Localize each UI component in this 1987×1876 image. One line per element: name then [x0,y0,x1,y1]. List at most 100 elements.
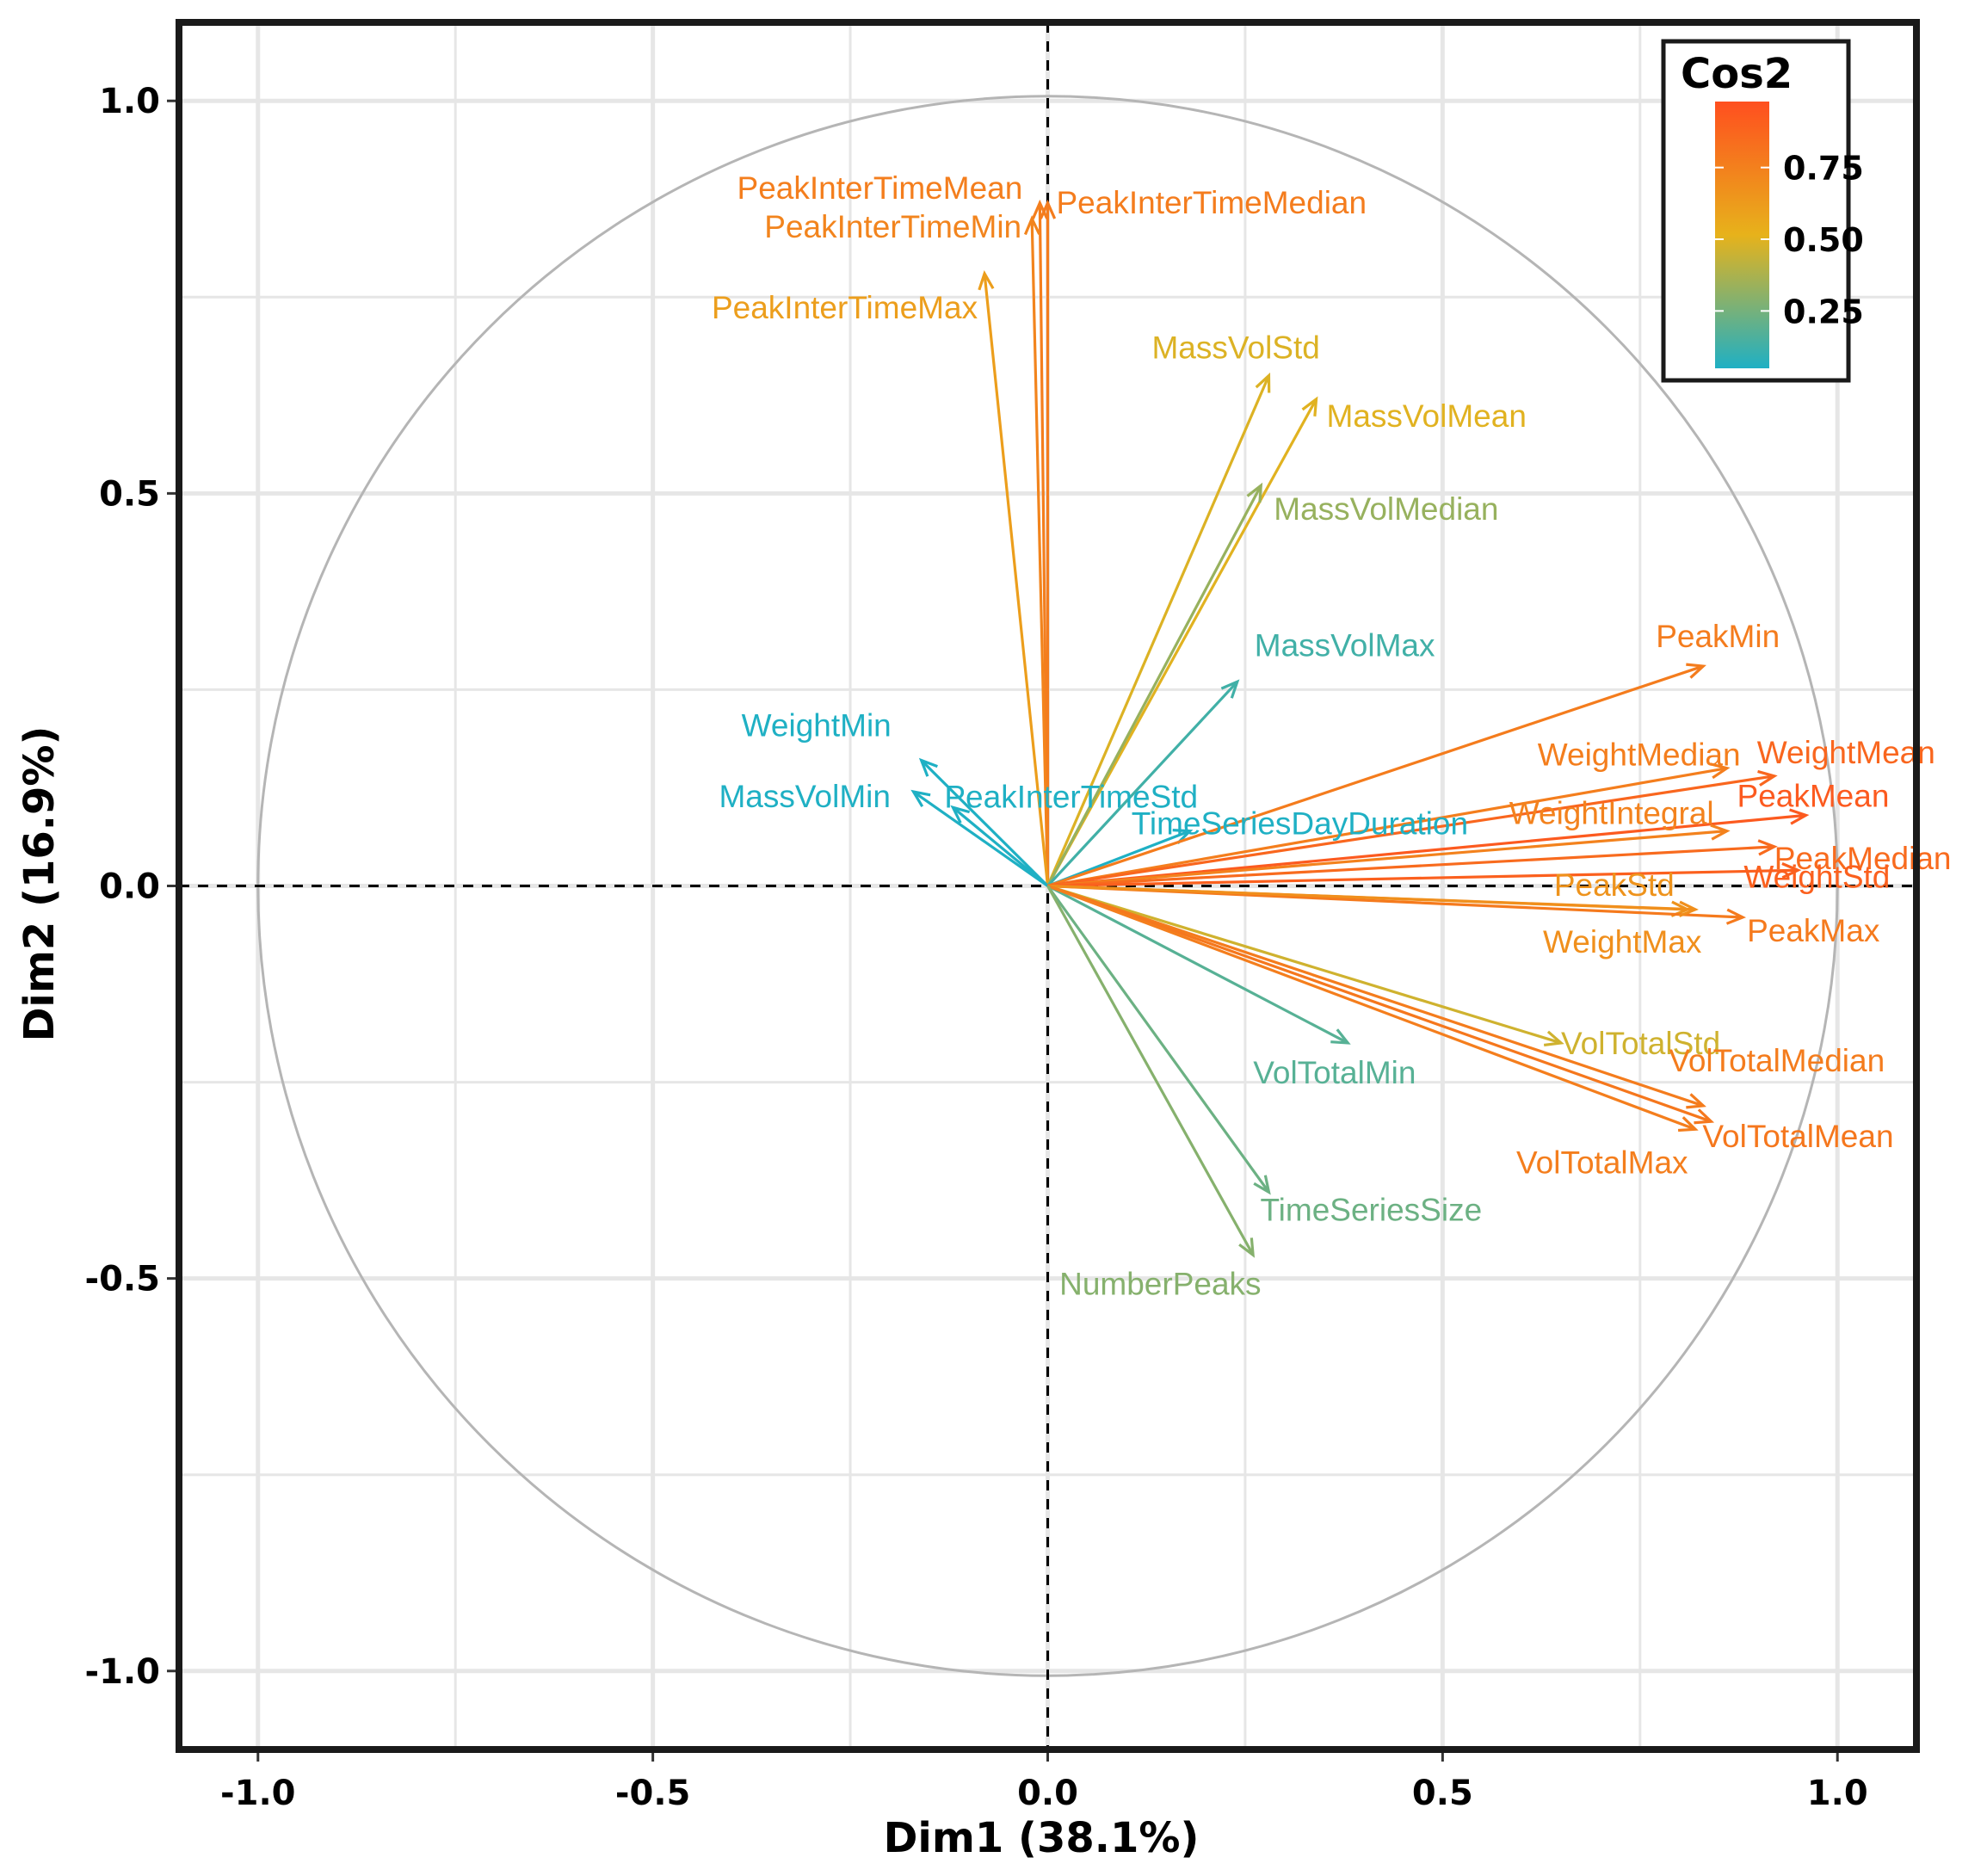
variable-arrows [910,199,1810,1258]
arrow-head [1238,1237,1256,1258]
variable-label: PeakInterTimeStd [944,779,1198,814]
arrow-shaft [1047,813,1806,888]
variable-label: PeakInterTimeMin [764,209,1021,244]
arrow-shaft [1046,885,1696,1131]
variable-label: NumberPeaks [1059,1266,1261,1301]
variable-arrow [1039,199,1057,886]
arrow-shaft [1046,484,1262,887]
variable-label: MassVolStd [1151,330,1319,366]
variable-arrow [1046,482,1263,887]
y-tick-label: 1.0 [99,82,160,121]
variable-label: PeakInterTimeMedian [1057,185,1367,220]
variable-arrow [1047,884,1564,1046]
arrow-head [1023,215,1041,236]
variable-arrow [1046,663,1706,888]
variable-arrow [1046,884,1715,1125]
variable-label: WeightMean [1757,735,1935,770]
arrow-shaft [1046,885,1270,1194]
cos2-legend: Cos2 0.75 0.50 0.25 [1661,39,1864,383]
arrow-head [1789,808,1810,825]
variable-label: VolTotalStd [1561,1026,1720,1061]
arrow-shaft [1046,885,1255,1256]
arrow-head [1781,862,1802,879]
arrow-shaft [920,759,1049,887]
x-axis-ticks: -1.0 -0.5 0.0 0.5 1.0 [220,1753,1868,1813]
arrow-head [1757,839,1778,856]
variable-label: VolTotalMedian [1669,1043,1885,1078]
arrow-shaft [912,790,1049,887]
variable-arrow [1046,372,1271,887]
arrow-head [918,757,938,777]
arrow-head [1220,679,1240,699]
arrow-shaft [1046,681,1238,887]
x-tick-label: 0.0 [1017,1774,1078,1813]
arrow-shaft [1046,884,1704,1108]
arrow-head [1725,908,1747,925]
variable-label: WeightIntegral [1509,796,1714,831]
variable-arrow [1023,215,1050,886]
arrow-shaft [1046,664,1704,888]
variable-label: TimeSeriesSize [1260,1192,1482,1227]
variable-label: WeightMedian [1538,737,1741,773]
variable-arrow [1046,885,1699,1132]
arrow-shaft [1047,884,1696,911]
variable-labels: PeakInterTimeMean PeakInterTimeMedian Peak… [712,170,1952,1301]
arrow-head [1710,824,1731,841]
variable-arrow [1047,884,1699,917]
variable-arrow [950,805,1049,887]
y-tick-label: -0.5 [85,1260,160,1299]
variable-arrow [1046,885,1271,1195]
arrow-shaft [1046,374,1270,887]
legend-tick-label: 0.25 [1783,293,1864,330]
x-tick-label: -0.5 [615,1774,690,1813]
arrow-head [1301,396,1318,417]
variable-label: VolTotalMin [1253,1055,1416,1090]
x-tick-label: 1.0 [1807,1774,1868,1813]
legend-title: Cos2 [1681,50,1793,98]
variable-label: VolTotalMean [1702,1119,1893,1154]
legend-tick-label: 0.50 [1783,221,1864,259]
variable-arrow [978,270,1050,886]
variable-arrow [918,757,1049,887]
x-tick-label: 0.5 [1412,1774,1473,1813]
variable-arrow [1047,824,1731,888]
arrow-shaft [952,806,1049,887]
x-tick-label: -1.0 [220,1774,295,1813]
variable-arrow [1047,808,1810,888]
variable-label: MassVolMax [1255,627,1435,663]
arrow-head [1694,1108,1715,1125]
variable-label: PeakInterTimeMax [712,290,978,325]
variable-arrow [1047,839,1778,888]
arrow-shaft [1046,885,1348,1045]
y-tick-label: 0.0 [99,867,160,907]
y-tick-label: 0.5 [99,474,160,514]
plot-panel-border [176,19,1920,1753]
arrow-shaft [1047,845,1774,888]
arrow-head [1255,372,1271,393]
arrow-head [1253,1175,1271,1195]
arrow-head [978,270,995,291]
x-axis-title: Dim1 (38.1%) [884,1814,1200,1862]
variable-arrow [1046,884,1706,1109]
variable-arrow [1046,679,1240,887]
arrow-shaft [983,273,1050,886]
y-axis-title: Dim2 (16.9%) [15,726,64,1042]
variable-label: VolTotalMax [1516,1145,1688,1180]
legend-tick-label: 0.75 [1783,150,1864,188]
variable-arrow [1047,769,1778,888]
y-axis-ticks: -1.0 -0.5 0.0 0.5 1.0 [85,82,176,1692]
variable-label: PeakMax [1747,913,1880,948]
legend-color-bar [1715,102,1769,368]
variable-label: TimeSeriesDayDuration [1132,806,1468,842]
variable-arrow [1046,885,1351,1045]
arrow-shaft [1047,884,1562,1045]
variable-label: WeightMin [742,708,892,744]
arrow-shaft [1030,219,1050,886]
arrow-head [1543,1030,1564,1046]
legend-ticks: 0.75 0.50 0.25 [1715,150,1864,330]
arrow-head [1686,663,1706,679]
arrow-shaft [1047,774,1775,888]
arrow-head [1172,829,1194,844]
arrow-head [1678,900,1699,917]
